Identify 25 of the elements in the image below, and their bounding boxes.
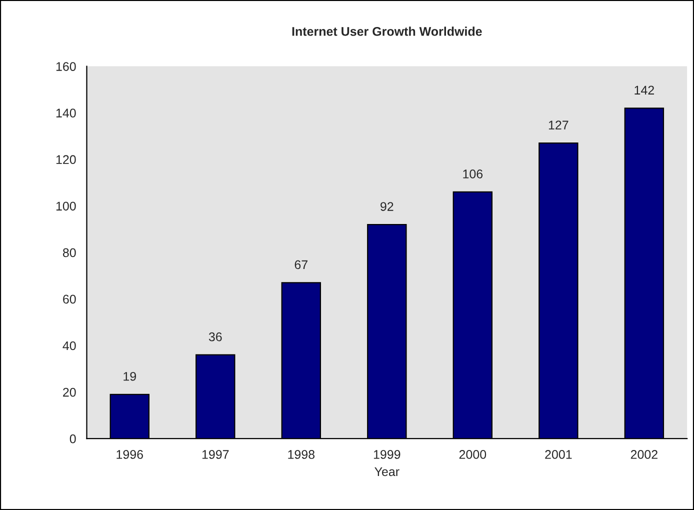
y-tick-label: 140: [56, 108, 76, 118]
y-tick-label: 100: [56, 202, 76, 211]
data-label: 127: [548, 120, 568, 130]
y-tick-label: 40: [62, 341, 76, 350]
y-tick-label: 120: [56, 155, 76, 164]
data-label: 142: [634, 86, 654, 94]
x-tick-label: 1998: [288, 450, 315, 459]
y-tick-label: 60: [63, 294, 76, 304]
y-tick-label: 160: [56, 62, 76, 71]
x-axis-title: Year: [374, 467, 400, 476]
data-label: 19: [124, 372, 136, 381]
y-tick-label: 80: [62, 248, 76, 258]
y-tick-label: 0: [70, 434, 76, 444]
x-tick-label: 1999: [374, 450, 400, 459]
y-tick-label: 20: [63, 388, 76, 397]
data-label: 106: [463, 170, 483, 178]
x-tick-label: 1996: [116, 450, 143, 459]
x-tick-label: 2000: [459, 450, 486, 459]
data-label: 67: [294, 260, 308, 270]
data-label: 36: [208, 332, 222, 342]
x-tick-label: 1997: [202, 450, 229, 459]
chart-title: Internet User Growth Worldwide: [292, 26, 482, 36]
x-tick-label: 2002: [630, 450, 658, 459]
data-label: 92: [380, 202, 394, 211]
x-tick-label: 2001: [545, 450, 572, 459]
